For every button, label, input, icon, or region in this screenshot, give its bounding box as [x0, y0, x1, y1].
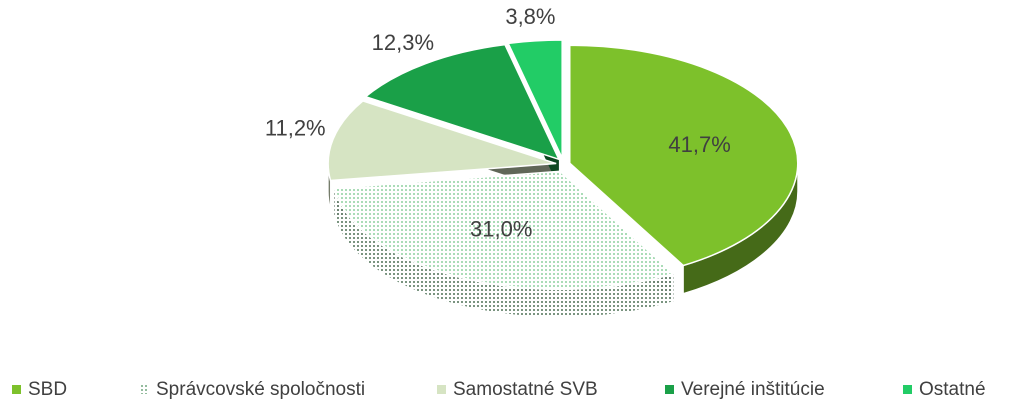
- legend-swatch: [140, 385, 149, 394]
- data-label: 41,7%: [668, 132, 730, 157]
- data-label: 31,0%: [470, 217, 532, 242]
- slice: [327, 100, 557, 182]
- legend-label: Verejné inštitúcie: [681, 379, 825, 400]
- data-label: 12,3%: [372, 30, 434, 55]
- data-label: 11,2%: [265, 116, 326, 141]
- slice: [333, 170, 676, 291]
- legend-label: Správcovské spoločnosti: [156, 379, 365, 400]
- legend-swatch: [903, 385, 912, 394]
- slice: [507, 39, 563, 159]
- legend-label: Samostatné SVB: [453, 379, 598, 400]
- legend-swatch: [665, 385, 674, 394]
- legend-swatch: [12, 385, 21, 394]
- legend-label: SBD: [28, 379, 67, 400]
- legend-swatch: [437, 385, 446, 394]
- legend-label: Ostatné: [919, 379, 986, 400]
- slice: [364, 43, 561, 161]
- slice: [569, 44, 799, 267]
- data-label: 3,8%: [505, 4, 555, 29]
